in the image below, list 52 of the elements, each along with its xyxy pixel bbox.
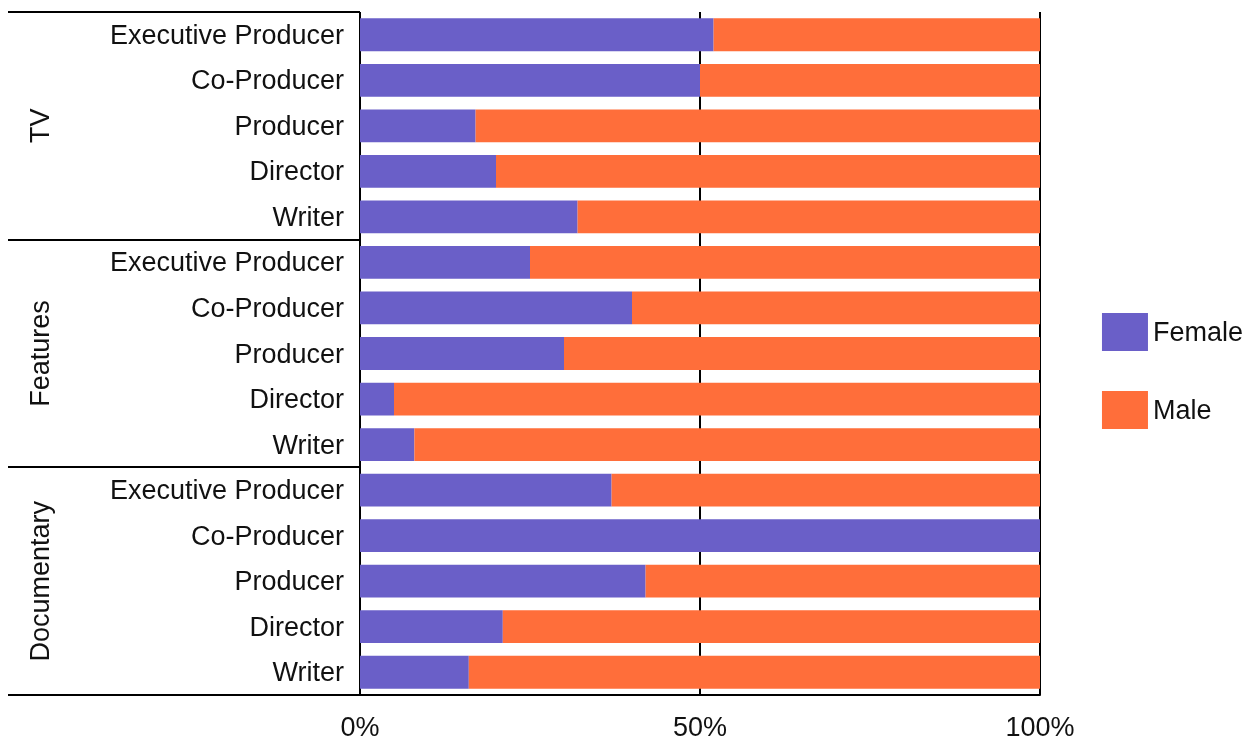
y-tick-label: Director xyxy=(249,384,345,415)
text: Documentary xyxy=(25,500,55,662)
bar xyxy=(360,63,700,97)
bar xyxy=(496,154,1040,188)
bar xyxy=(360,610,503,644)
bar xyxy=(360,200,578,234)
bar xyxy=(360,655,469,689)
text: TV xyxy=(25,108,55,144)
y-tick-label: Director xyxy=(249,156,345,187)
y-tick-label: Writer xyxy=(272,429,344,460)
y-tick-label: Co-Producer xyxy=(190,292,345,323)
bar xyxy=(360,337,564,370)
y-tick-label: Executive Producer xyxy=(109,475,344,506)
y-tick-label: Co-Producer xyxy=(190,520,345,551)
bar xyxy=(475,109,1040,143)
y-tick-label: Executive Producer xyxy=(109,247,344,278)
text: Features xyxy=(25,300,55,407)
x-tick-label: 100% xyxy=(1005,711,1075,742)
y-tick-label: Co-Producer xyxy=(190,65,345,96)
bar xyxy=(577,200,1040,234)
x-tick-label: 0% xyxy=(340,711,380,742)
y-tick-label: Producer xyxy=(234,566,344,597)
bar xyxy=(360,291,632,325)
x-tick-label: 50% xyxy=(672,711,728,742)
bar xyxy=(564,337,1040,370)
bar xyxy=(468,655,1040,689)
legend-label: Male xyxy=(1152,395,1212,425)
bar xyxy=(530,246,1040,279)
y-tick-label: Executive Producer xyxy=(109,19,344,50)
bar xyxy=(645,564,1040,598)
bar xyxy=(360,473,612,507)
bar xyxy=(360,428,415,461)
y-tick-label: Producer xyxy=(234,338,344,369)
y-tick-label: Writer xyxy=(272,201,344,232)
legend-label: Female xyxy=(1152,317,1243,347)
bar xyxy=(360,519,1040,553)
y-tick-label: Director xyxy=(249,611,345,642)
bar xyxy=(611,473,1040,507)
bar xyxy=(360,154,496,188)
bar xyxy=(360,382,394,416)
bar xyxy=(360,246,530,279)
bar xyxy=(394,382,1040,416)
bar xyxy=(360,564,646,598)
bar xyxy=(502,610,1040,644)
bar xyxy=(632,291,1040,325)
y-tick-label: Producer xyxy=(234,110,344,141)
bar xyxy=(713,18,1040,52)
bar xyxy=(360,18,714,52)
bar xyxy=(700,63,1040,97)
y-tick-label: Writer xyxy=(272,657,344,688)
bar xyxy=(414,428,1040,461)
bar xyxy=(360,109,476,143)
